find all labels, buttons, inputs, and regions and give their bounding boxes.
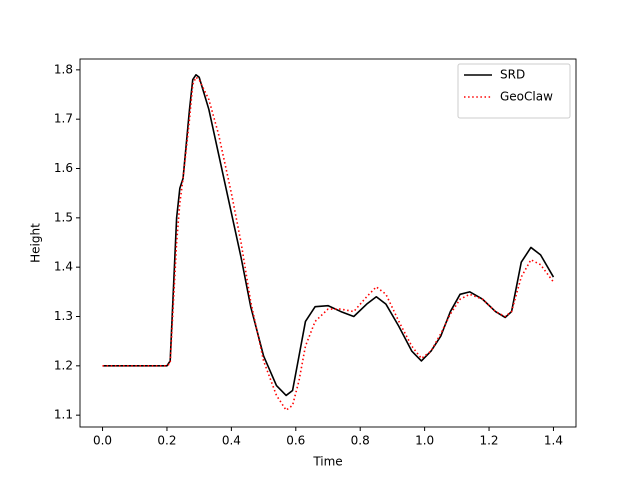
series-line (102, 73, 555, 397)
series-line (102, 76, 555, 412)
y-tick-label: 1.3 (54, 309, 73, 323)
legend-box (457, 63, 571, 119)
y-tick-label: 1.5 (54, 210, 73, 224)
y-tick-label: 1.8 (54, 62, 73, 76)
y-tick-label: 1.7 (54, 112, 73, 126)
x-tick-label: 1.4 (544, 434, 563, 448)
x-axis-label: Time (312, 455, 342, 469)
y-tick-label: 1.2 (54, 358, 73, 372)
x-tick-label: 0.8 (351, 434, 370, 448)
x-tick-label: 1.0 (415, 434, 434, 448)
legend-label: SRD (500, 68, 525, 82)
x-tick-label: 0.2 (157, 434, 176, 448)
x-tick-label: 0.6 (286, 434, 305, 448)
y-axis-label: Height (29, 223, 43, 263)
x-tick-label: 0.0 (93, 434, 112, 448)
legend-label: GeoClaw (500, 90, 553, 104)
plot-frame (79, 58, 577, 428)
y-tick-label: 1.1 (54, 408, 73, 422)
x-tick-label: 1.2 (479, 434, 498, 448)
y-tick-label: 1.4 (54, 260, 73, 274)
y-tick-label: 1.6 (54, 161, 73, 175)
x-tick-label: 0.4 (222, 434, 241, 448)
